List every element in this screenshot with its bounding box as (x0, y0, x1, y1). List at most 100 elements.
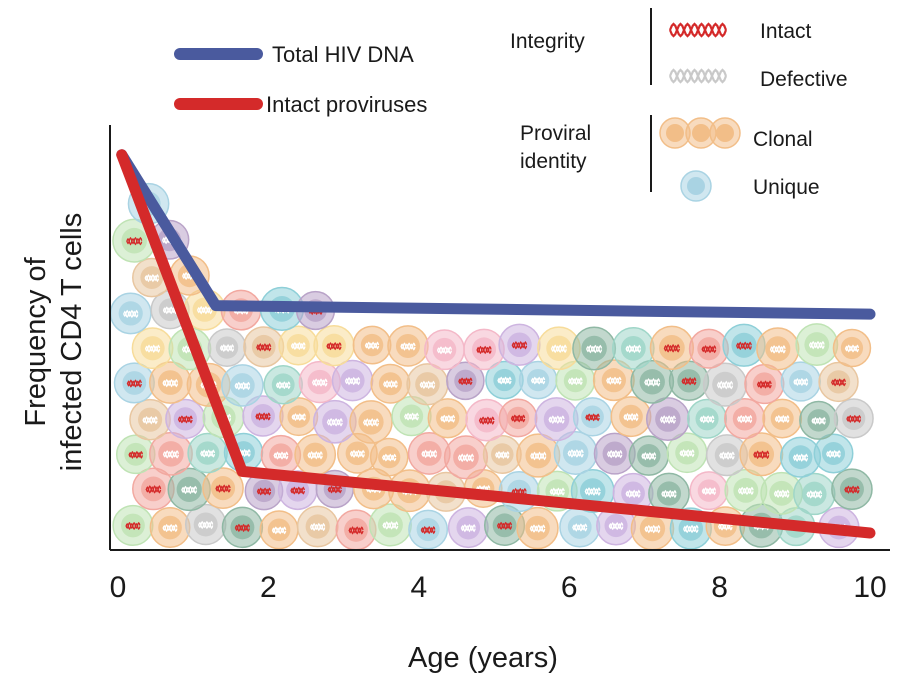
infected-cell (242, 395, 284, 437)
infected-cell (391, 395, 432, 437)
infected-cell (312, 399, 357, 444)
infected-cell (799, 400, 839, 440)
infected-cell (408, 509, 449, 550)
infected-cell (832, 328, 872, 368)
infected-cell (368, 503, 412, 547)
infected-cell (187, 432, 228, 474)
infected-cell (553, 430, 598, 475)
infected-cell (349, 400, 393, 444)
infected-cell (202, 467, 244, 509)
x-tick-labels: 0 2 4 6 8 10 (110, 571, 887, 604)
infected-cell (518, 360, 558, 400)
infected-cell (831, 468, 873, 511)
legend-label-total-hiv-dna: Total HIV DNA (272, 42, 414, 67)
x-tick-label: 10 (853, 571, 886, 604)
infected-cell (482, 434, 522, 474)
infected-cell (592, 359, 635, 402)
infected-cell (628, 435, 670, 476)
infected-cell (387, 325, 429, 367)
infected-cell (294, 433, 337, 476)
y-axis-title: Frequency of infected CD4 T cells (20, 213, 88, 471)
infected-cell (132, 467, 175, 511)
infected-cell (131, 327, 174, 370)
infected-cell (649, 325, 695, 371)
infected-cell (207, 328, 247, 367)
infected-cell (112, 504, 154, 547)
infected-cell (110, 292, 152, 335)
legend-label-intact-proviruses: Intact proviruses (266, 92, 427, 117)
infected-cell (793, 472, 836, 516)
infected-cell (148, 431, 193, 476)
infected-cell (446, 361, 485, 401)
unique-cell-icon (680, 170, 712, 202)
x-tick-label: 6 (561, 571, 578, 604)
infected-cell (537, 326, 581, 371)
infected-cell (463, 328, 505, 371)
infected-cell (263, 364, 303, 405)
x-axis-title: Age (years) (408, 642, 558, 674)
series-line-total-hiv-dna (116, 149, 876, 320)
infected-cell (593, 432, 636, 475)
infected-cell (630, 359, 675, 404)
infected-cell (516, 506, 559, 550)
infected-cell (498, 398, 538, 438)
infected-cell (352, 325, 392, 365)
infected-cell (113, 362, 155, 404)
legend-label-defective: Defective (760, 68, 848, 91)
identity-title-line-2: identity (520, 150, 587, 173)
x-tick-label: 0 (110, 571, 127, 604)
infected-cell (331, 359, 374, 402)
clonal-cells-icon (659, 117, 741, 149)
infected-cell (572, 397, 613, 437)
identity-legend: Proviral identity Clonal Unique (520, 115, 820, 202)
series-legend: Total HIV DNA Intact proviruses (174, 42, 427, 117)
infected-cell (313, 324, 355, 367)
infected-cell (296, 505, 339, 548)
infected-cell (465, 398, 509, 442)
infected-cell (795, 323, 839, 367)
infected-cell (762, 398, 803, 439)
x-tick-label: 2 (260, 571, 277, 604)
series-lines (116, 149, 876, 539)
infected-cell (572, 326, 617, 371)
infected-cell (702, 362, 748, 407)
infected-cell (705, 434, 749, 477)
infected-cell (149, 507, 191, 549)
infected-cell (688, 328, 729, 369)
legend-label-intact: Intact (760, 20, 812, 43)
infected-cell (278, 325, 319, 366)
infected-cell (724, 397, 766, 440)
infected-cell (833, 398, 874, 439)
infected-cell (668, 360, 710, 402)
infected-cell (516, 433, 561, 478)
y-axis-title-line-1: Frequency of (20, 256, 52, 426)
infected-cell (813, 433, 854, 474)
infected-cell (221, 506, 264, 549)
infected-cell (165, 398, 206, 440)
infected-cell (485, 360, 524, 400)
infected-cell (129, 398, 171, 441)
infected-cell (221, 364, 264, 407)
infected-cell (645, 397, 690, 442)
infected-cell (427, 398, 468, 439)
infected-cell (184, 503, 227, 546)
infected-cell (243, 326, 285, 368)
infected-cell (744, 363, 785, 405)
infected-cell (779, 436, 822, 478)
y-axis-title-line-2: infected CD4 T cells (56, 213, 88, 471)
red-provirus-icon (668, 22, 728, 38)
infected-cell (424, 329, 465, 371)
infected-cell (610, 396, 652, 438)
infected-cell (722, 323, 766, 367)
infected-cell (534, 397, 579, 442)
legend-label-unique: Unique (753, 176, 820, 199)
infected-cell (498, 471, 540, 513)
infected-cell (498, 323, 541, 366)
infected-cell (559, 506, 601, 548)
infected-cell (335, 509, 377, 550)
infected-cell (760, 471, 804, 515)
integrity-legend: Integrity Intact Defective (510, 8, 848, 91)
infected-cell (483, 504, 526, 546)
integrity-title: Integrity (510, 30, 585, 53)
